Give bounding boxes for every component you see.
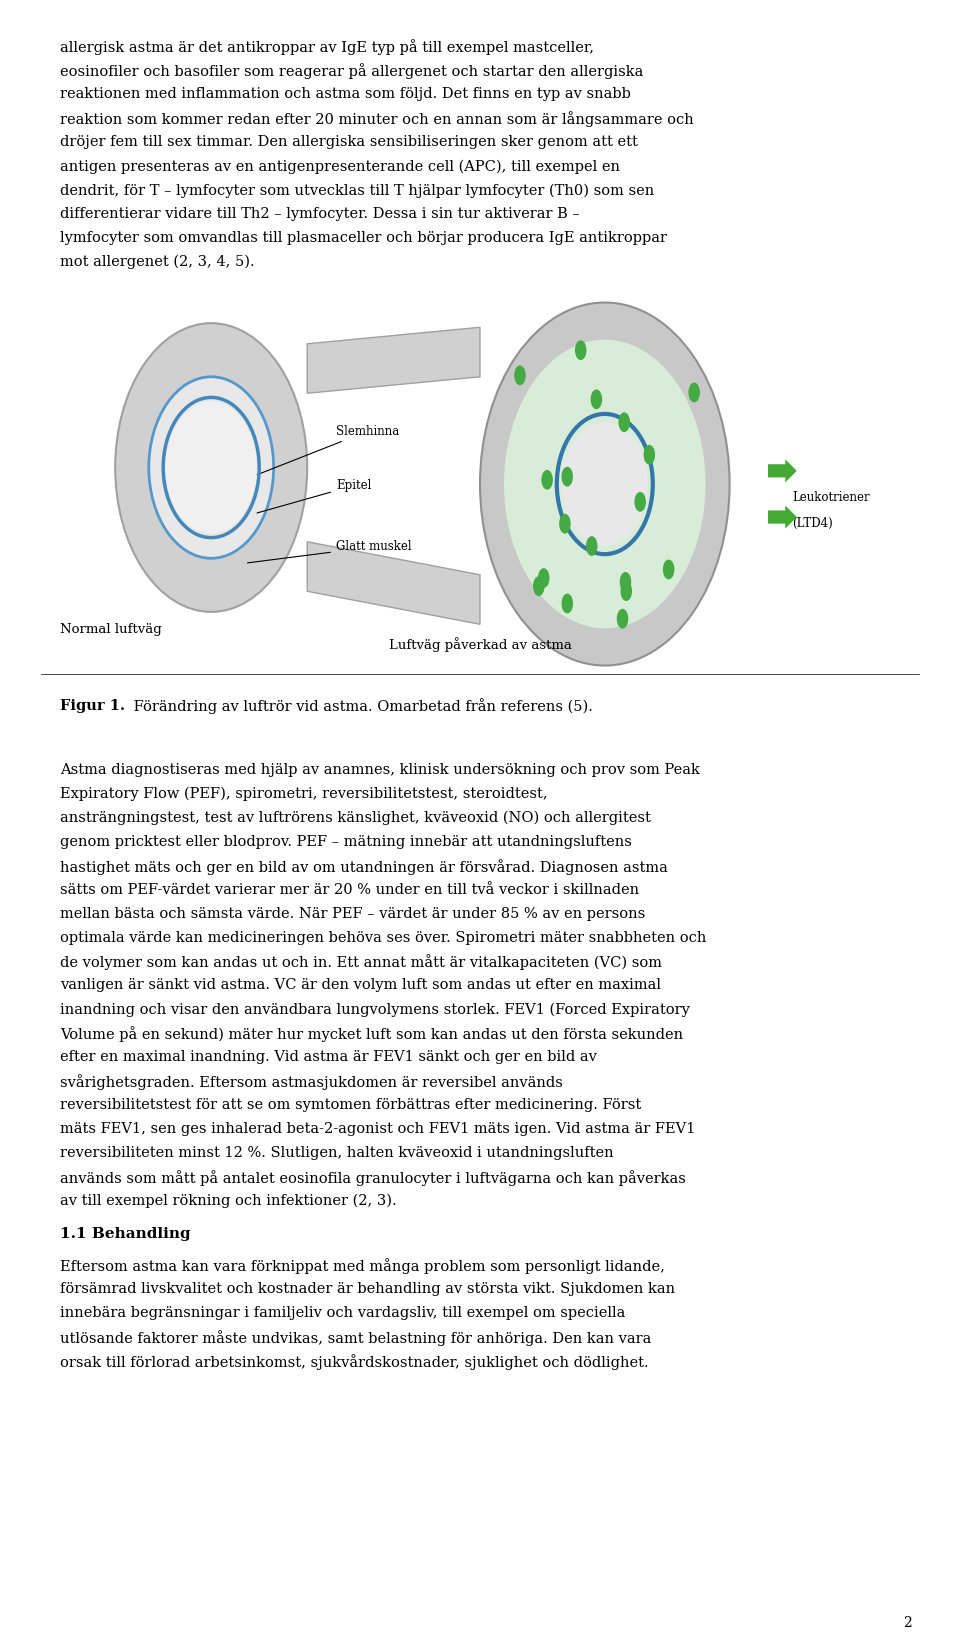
- Text: Epitel: Epitel: [257, 478, 372, 513]
- Polygon shape: [307, 541, 480, 624]
- Text: utlösande faktorer måste undvikas, samt belastning för anhöriga. Den kan vara: utlösande faktorer måste undvikas, samt …: [60, 1330, 652, 1346]
- Circle shape: [538, 568, 549, 587]
- Text: Slemhinna: Slemhinna: [257, 424, 399, 475]
- Text: antigen presenteras av en antigenpresenterande cell (APC), till exempel en: antigen presenteras av en antigenpresent…: [60, 158, 620, 173]
- Text: vanligen är sänkt vid astma. VC är den volym luft som andas ut efter en maximal: vanligen är sänkt vid astma. VC är den v…: [60, 978, 661, 992]
- Text: genom pricktest eller blodprov. PEF – mätning innebär att utandningsluftens: genom pricktest eller blodprov. PEF – mä…: [60, 835, 632, 848]
- Text: innebära begränsningar i familjeliv och vardagsliv, till exempel om speciella: innebära begränsningar i familjeliv och …: [60, 1307, 625, 1320]
- FancyArrow shape: [768, 459, 797, 482]
- Text: mäts FEV1, sen ges inhalerad beta-2-agonist och FEV1 mäts igen. Vid astma är FEV: mäts FEV1, sen ges inhalerad beta-2-agon…: [60, 1122, 695, 1135]
- Text: Normal luftväg: Normal luftväg: [60, 622, 161, 635]
- Circle shape: [620, 573, 632, 592]
- Text: optimala värde kan medicineringen behöva ses över. Spirometri mäter snabbheten o: optimala värde kan medicineringen behöva…: [60, 931, 707, 944]
- Text: mellan bästa och sämsta värde. När PEF – värdet är under 85 % av en persons: mellan bästa och sämsta värde. När PEF –…: [60, 906, 645, 921]
- Text: 2: 2: [903, 1617, 912, 1630]
- Text: Expiratory Flow (PEF), spirometri, reversibilitetstest, steroidtest,: Expiratory Flow (PEF), spirometri, rever…: [60, 787, 547, 802]
- Text: differentierar vidare till Th2 – lymfocyter. Dessa i sin tur aktiverar B –: differentierar vidare till Th2 – lymfocy…: [60, 206, 580, 221]
- Text: sätts om PEF-värdet varierar mer är 20 % under en till två veckor i skillnaden: sätts om PEF-värdet varierar mer är 20 %…: [60, 883, 639, 896]
- Text: av till exempel rökning och infektioner (2, 3).: av till exempel rökning och infektioner …: [60, 1193, 396, 1208]
- Text: används som mått på antalet eosinofila granulocyter i luftvägarna och kan påverk: används som mått på antalet eosinofila g…: [60, 1170, 685, 1186]
- Circle shape: [590, 389, 602, 409]
- Text: svårighetsgraden. Eftersom astmasjukdomen är reversibel används: svårighetsgraden. Eftersom astmasjukdome…: [60, 1074, 563, 1091]
- Text: Leukotriener: Leukotriener: [792, 490, 870, 503]
- FancyBboxPatch shape: [40, 285, 920, 681]
- Circle shape: [620, 581, 632, 601]
- Polygon shape: [307, 327, 480, 393]
- Ellipse shape: [480, 302, 730, 665]
- Circle shape: [562, 467, 573, 487]
- Text: reaktion som kommer redan efter 20 minuter och en annan som är långsammare och: reaktion som kommer redan efter 20 minut…: [60, 111, 694, 127]
- Text: dröjer fem till sex timmar. Den allergiska sensibiliseringen sker genom att ett: dröjer fem till sex timmar. Den allergis…: [60, 135, 637, 148]
- Text: Eftersom astma kan vara förknippat med många problem som personligt lidande,: Eftersom astma kan vara förknippat med m…: [60, 1259, 665, 1274]
- Circle shape: [688, 383, 700, 403]
- Text: försämrad livskvalitet och kostnader är behandling av största vikt. Sjukdomen ka: försämrad livskvalitet och kostnader är …: [60, 1282, 675, 1297]
- Ellipse shape: [115, 323, 307, 612]
- Text: reversibilitetstest för att se om symtomen förbättras efter medicinering. Först: reversibilitetstest för att se om symtom…: [60, 1097, 641, 1112]
- Text: Luftväg påverkad av astma: Luftväg påverkad av astma: [389, 637, 571, 652]
- Text: Astma diagnostiseras med hjälp av anamnes, klinisk undersökning och prov som Pea: Astma diagnostiseras med hjälp av anamne…: [60, 762, 700, 777]
- Circle shape: [662, 559, 674, 579]
- Text: de volymer som kan andas ut och in. Ett annat mått är vitalkapaciteten (VC) som: de volymer som kan andas ut och in. Ett …: [60, 954, 662, 970]
- Circle shape: [575, 340, 587, 360]
- Text: allergisk astma är det antikroppar av IgE typ på till exempel mastceller,: allergisk astma är det antikroppar av Ig…: [60, 40, 594, 56]
- FancyArrow shape: [768, 505, 797, 528]
- Ellipse shape: [562, 422, 648, 546]
- Ellipse shape: [149, 376, 274, 558]
- Text: orsak till förlorad arbetsinkomst, sjukvårdskostnader, sjuklighet och dödlighet.: orsak till förlorad arbetsinkomst, sjukv…: [60, 1355, 649, 1369]
- Circle shape: [562, 594, 573, 614]
- Text: dendrit, för T – lymfocyter som utvecklas till T hjälpar lymfocyter (Th0) som se: dendrit, för T – lymfocyter som utveckla…: [60, 183, 655, 198]
- Text: reaktionen med inflammation och astma som följd. Det finns en typ av snabb: reaktionen med inflammation och astma so…: [60, 87, 631, 101]
- Text: inandning och visar den användbara lungvolymens storlek. FEV1 (Forced Expiratory: inandning och visar den användbara lungv…: [60, 1002, 690, 1016]
- Ellipse shape: [165, 401, 257, 533]
- Circle shape: [616, 609, 628, 629]
- Text: Förändring av luftrör vid astma. Omarbetad från referens (5).: Förändring av luftrör vid astma. Omarbet…: [129, 698, 593, 714]
- Text: mot allergenet (2, 3, 4, 5).: mot allergenet (2, 3, 4, 5).: [60, 254, 254, 269]
- Text: hastighet mäts och ger en bild av om utandningen är försvårad. Diagnosen astma: hastighet mäts och ger en bild av om uta…: [60, 858, 668, 874]
- Text: efter en maximal inandning. Vid astma är FEV1 sänkt och ger en bild av: efter en maximal inandning. Vid astma är…: [60, 1049, 597, 1064]
- Text: Figur 1.: Figur 1.: [60, 698, 125, 713]
- Circle shape: [586, 536, 597, 556]
- Text: reversibiliteten minst 12 %. Slutligen, halten kväveoxid i utandningsluften: reversibiliteten minst 12 %. Slutligen, …: [60, 1145, 613, 1160]
- Circle shape: [559, 513, 570, 533]
- Text: lymfocyter som omvandlas till plasmaceller och börjar producera IgE antikroppar: lymfocyter som omvandlas till plasmacell…: [60, 231, 667, 244]
- Text: eosinofiler och basofiler som reagerar på allergenet och startar den allergiska: eosinofiler och basofiler som reagerar p…: [60, 63, 643, 79]
- Text: 1.1 Behandling: 1.1 Behandling: [60, 1228, 191, 1241]
- Text: (LTD4): (LTD4): [792, 516, 832, 530]
- Circle shape: [541, 470, 553, 490]
- Circle shape: [618, 412, 630, 432]
- Text: Glatt muskel: Glatt muskel: [248, 540, 412, 563]
- Text: Volume på en sekund) mäter hur mycket luft som kan andas ut den första sekunden: Volume på en sekund) mäter hur mycket lu…: [60, 1026, 684, 1043]
- Circle shape: [515, 365, 526, 384]
- Circle shape: [533, 576, 544, 596]
- Ellipse shape: [504, 340, 706, 629]
- Circle shape: [635, 492, 646, 512]
- Text: ansträngningstest, test av luftrörens känslighet, kväveoxid (NO) och allergitest: ansträngningstest, test av luftrörens kä…: [60, 810, 651, 825]
- Circle shape: [643, 446, 655, 465]
